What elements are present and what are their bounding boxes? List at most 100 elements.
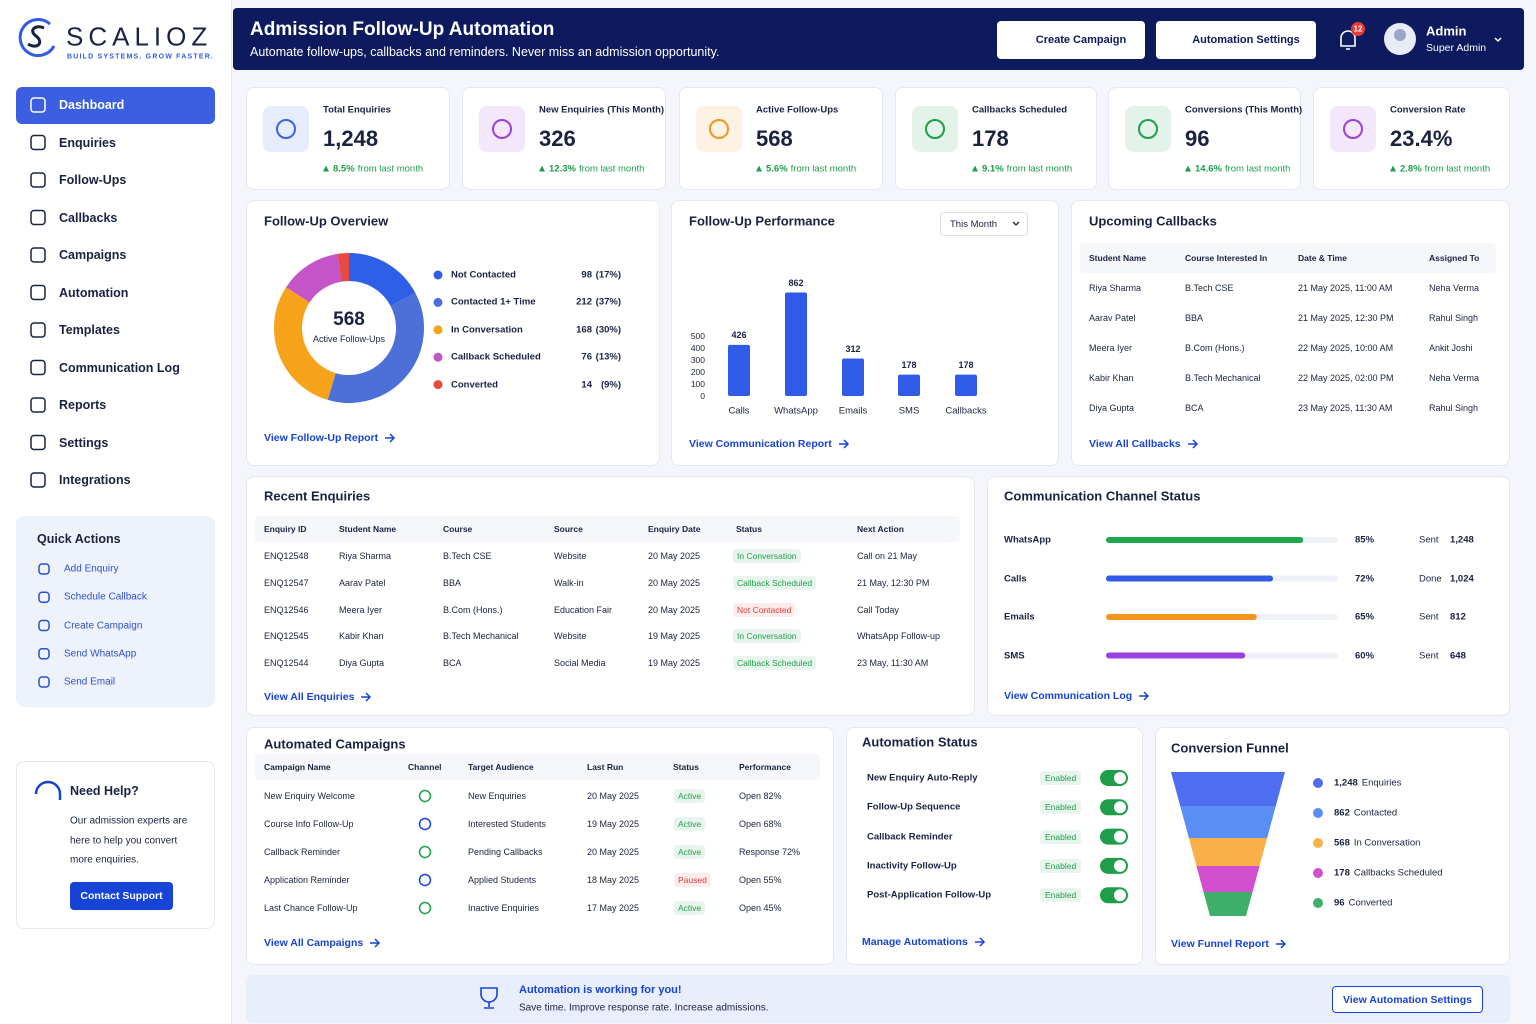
kpi-glyph bbox=[1138, 119, 1158, 139]
icon bbox=[38, 648, 50, 660]
table-cell: Diya Gupta bbox=[339, 658, 385, 669]
column-header: Status bbox=[673, 762, 699, 772]
table-cell: ENQ12546 bbox=[264, 604, 309, 615]
column-header: Campaign Name bbox=[264, 762, 331, 772]
channel-name: Calls bbox=[1004, 573, 1027, 584]
card-title: Automation Status bbox=[862, 734, 978, 750]
card-title: Conversion Funnel bbox=[1171, 740, 1289, 756]
bell-icon bbox=[1340, 30, 1356, 50]
headset-icon bbox=[34, 780, 62, 800]
badge-count: 12 bbox=[1353, 24, 1363, 34]
status-badge: Enabled bbox=[1040, 829, 1082, 844]
table-cell: Education Fair bbox=[554, 604, 613, 615]
channel-metric: Sent bbox=[1419, 611, 1439, 623]
kpi-icon bbox=[1125, 106, 1171, 152]
kpi-icon bbox=[696, 106, 742, 152]
bar bbox=[898, 374, 920, 396]
link[interactable]: View Funnel Report bbox=[1171, 938, 1287, 950]
table-cell: 19 May 2025 bbox=[648, 631, 701, 642]
quick-action[interactable]: Add Enquiry bbox=[64, 563, 119, 575]
kpi-icon bbox=[912, 106, 958, 152]
performance-card bbox=[671, 200, 1059, 466]
y-tick-label: 0 bbox=[700, 391, 705, 401]
arrow-icon bbox=[1187, 439, 1198, 449]
help-text: Our admission experts are bbox=[70, 815, 188, 827]
up-arrow bbox=[972, 165, 978, 172]
legend-dot bbox=[433, 297, 443, 307]
kpi-card bbox=[1313, 87, 1510, 190]
channel-metric: Sent bbox=[1419, 650, 1439, 661]
link[interactable]: Manage Automations bbox=[862, 936, 986, 948]
link[interactable]: View Follow-Up Report bbox=[264, 432, 396, 444]
automation-name: Post-Application Follow-Up bbox=[867, 889, 992, 901]
table-cell: Response 72% bbox=[739, 847, 801, 857]
dropdown[interactable]: This Month bbox=[940, 212, 1028, 236]
nav-item[interactable]: Enquiries bbox=[59, 135, 116, 150]
nav-item[interactable]: Settings bbox=[59, 435, 109, 450]
table-cell: New Enquiries bbox=[468, 791, 527, 801]
value-label: 426 bbox=[731, 329, 747, 340]
channel-name: Emails bbox=[1004, 611, 1035, 623]
table-cell: Kabir Khan bbox=[1089, 373, 1134, 383]
funnel-stage bbox=[1188, 838, 1268, 866]
funnel-legend: 178 Callbacks Scheduled bbox=[1334, 868, 1443, 879]
chevron bbox=[1494, 37, 1502, 43]
table-cell: 19 May 2025 bbox=[648, 658, 701, 669]
brand-name: SCALIOZ bbox=[66, 21, 213, 52]
button[interactable]: Automation Settings bbox=[1156, 21, 1316, 59]
nav-item[interactable]: Campaigns bbox=[59, 248, 127, 262]
table-header-bg bbox=[1080, 243, 1496, 273]
kpi-value: 23.4% bbox=[1390, 126, 1453, 151]
legend-label: Callback Scheduled bbox=[451, 351, 541, 363]
quick-action[interactable]: Send Email bbox=[64, 676, 116, 688]
icon bbox=[30, 284, 46, 301]
icon bbox=[30, 134, 46, 151]
x-tick-label: SMS bbox=[898, 405, 920, 417]
nav-item[interactable]: Callbacks bbox=[59, 210, 118, 225]
donut-segment bbox=[286, 253, 343, 303]
quick-action[interactable]: Create Campaign bbox=[64, 620, 143, 631]
link[interactable]: View All Enquiries bbox=[264, 691, 372, 703]
table-cell: Neha Verma bbox=[1429, 283, 1480, 293]
status-badge: Active bbox=[674, 845, 706, 859]
button[interactable]: View Automation Settings bbox=[1332, 986, 1483, 1013]
link[interactable]: View Communication Log bbox=[1004, 690, 1150, 702]
table-cell: 20 May 2025 bbox=[648, 577, 701, 588]
card-title: Automated Campaigns bbox=[264, 736, 406, 752]
icon bbox=[30, 359, 46, 376]
legend-dot bbox=[1313, 838, 1323, 848]
nav-item[interactable]: Integrations bbox=[59, 473, 131, 487]
nav-item[interactable]: Automation bbox=[59, 285, 129, 300]
status-badge: Active bbox=[674, 817, 706, 831]
table-cell: 20 May 2025 bbox=[648, 604, 701, 615]
quick-action[interactable]: Schedule Callback bbox=[64, 591, 147, 603]
button[interactable]: Create Campaign bbox=[997, 21, 1145, 59]
column-header: Course bbox=[443, 524, 473, 534]
table-cell: ENQ12544 bbox=[264, 658, 309, 669]
column-header: Enquiry Date bbox=[648, 524, 701, 534]
channel-name: SMS bbox=[1004, 650, 1025, 661]
button[interactable]: Contact Support bbox=[70, 882, 173, 910]
nav-item[interactable]: Dashboard bbox=[59, 98, 125, 112]
nav-item[interactable]: Follow-Ups bbox=[59, 173, 127, 187]
legend-share: (30%) bbox=[595, 324, 621, 336]
link[interactable]: View All Campaigns bbox=[264, 937, 381, 949]
funnel-value: 178 bbox=[1334, 867, 1350, 879]
nav-item[interactable]: Communication Log bbox=[59, 360, 180, 375]
table-cell: ENQ12545 bbox=[264, 631, 309, 642]
table-cell: 18 May 2025 bbox=[587, 875, 640, 885]
table-cell: Riya Sharma bbox=[1089, 283, 1142, 293]
nav-item[interactable]: Templates bbox=[59, 323, 120, 337]
link[interactable]: View Communication Report bbox=[689, 438, 850, 450]
table-cell: Aarav Patel bbox=[339, 577, 386, 588]
progress-bar bbox=[1106, 575, 1274, 582]
quick-action[interactable]: Send WhatsApp bbox=[64, 648, 137, 660]
kpi-glyph bbox=[709, 119, 729, 139]
channel-icon bbox=[418, 845, 432, 859]
kpi-change-value: 14.6% bbox=[1195, 163, 1222, 175]
legend-value: 76 bbox=[581, 351, 592, 363]
nav-item[interactable]: Reports bbox=[59, 398, 107, 412]
icon bbox=[38, 591, 50, 603]
link[interactable]: View All Callbacks bbox=[1089, 438, 1199, 450]
toggle-knob bbox=[1114, 830, 1126, 843]
